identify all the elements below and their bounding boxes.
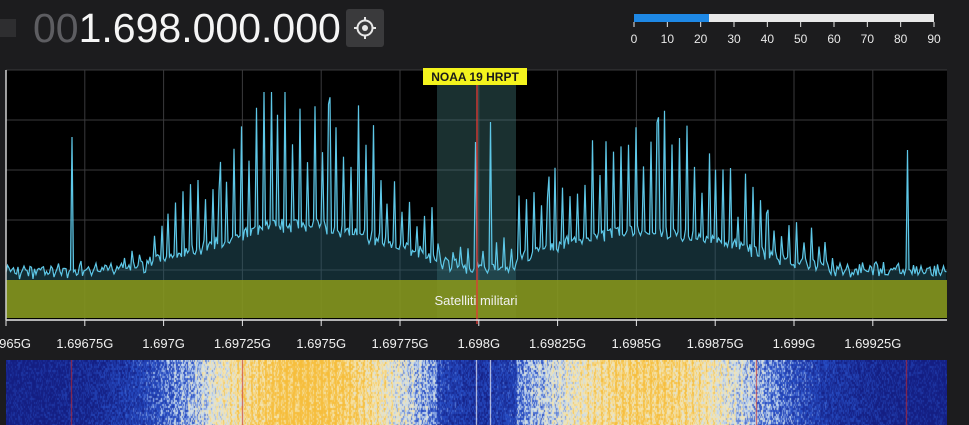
frequency-axis: 1.6965G 1.69675G 1.697G 1.69725G 1.6975G 1.69…	[0, 320, 901, 351]
frequency-tick-label: 1.698G	[457, 336, 500, 351]
frequency-value[interactable]: 1.698.000.000	[78, 5, 341, 51]
frequency-leading-zeros[interactable]: 00	[33, 5, 79, 51]
crosshair-target-icon	[354, 17, 376, 39]
snr-tick-label: 20	[694, 32, 708, 46]
fft-spectrum-plot[interactable]: Satelliti militari NOAA 19 HRPT 1.6965G1…	[0, 62, 969, 360]
frequency-tick-label: 1.699G	[773, 336, 816, 351]
frequency-display[interactable]: 001.698.000.000	[33, 5, 341, 51]
frequency-tick-label: 1.697G	[142, 336, 185, 351]
signal-label-box[interactable]	[423, 68, 527, 85]
frequency-tick-label: 1.69775G	[371, 336, 428, 351]
snr-tick-label: 80	[894, 32, 908, 46]
snr-tick-label: 30	[727, 32, 741, 46]
snr-tick-label: 60	[827, 32, 841, 46]
snr-tick-label: 40	[761, 32, 775, 46]
frequency-tick-label: 1.6985G	[611, 336, 661, 351]
snr-meter-bar	[634, 14, 709, 22]
frequency-tick-label: 1.6965G	[0, 336, 31, 351]
snr-meter: 0 10 20 30 40 50 60 70 80 90	[631, 14, 941, 46]
snr-tick-label: 70	[861, 32, 875, 46]
center-frequency-button[interactable]	[346, 9, 384, 47]
signal-label: NOAA 19 HRPT	[431, 70, 519, 84]
frequency-tick-label: 1.6975G	[296, 336, 346, 351]
spectrum-trace	[5, 91, 947, 280]
frequency-tick-label: 1.69925G	[844, 336, 901, 351]
frequency-tick-label: 1.69725G	[214, 336, 271, 351]
snr-meter-track	[634, 14, 934, 22]
frequency-tick-label: 1.69825G	[529, 336, 586, 351]
stop-button[interactable]	[0, 19, 16, 37]
top-toolbar: 001.698.000.000 0 10 20 30 40 50 60 70 80 90	[0, 0, 969, 62]
snr-tick-label: 10	[661, 32, 675, 46]
snr-tick-label: 90	[927, 32, 941, 46]
frequency-tick-label: 1.69875G	[687, 336, 744, 351]
waterfall-display[interactable]	[6, 360, 947, 425]
frequency-tick-label: 1.69675G	[56, 336, 113, 351]
snr-tick-label: 0	[631, 32, 638, 46]
snr-tick-label: 50	[794, 32, 808, 46]
band-label: Satelliti militari	[434, 293, 517, 308]
